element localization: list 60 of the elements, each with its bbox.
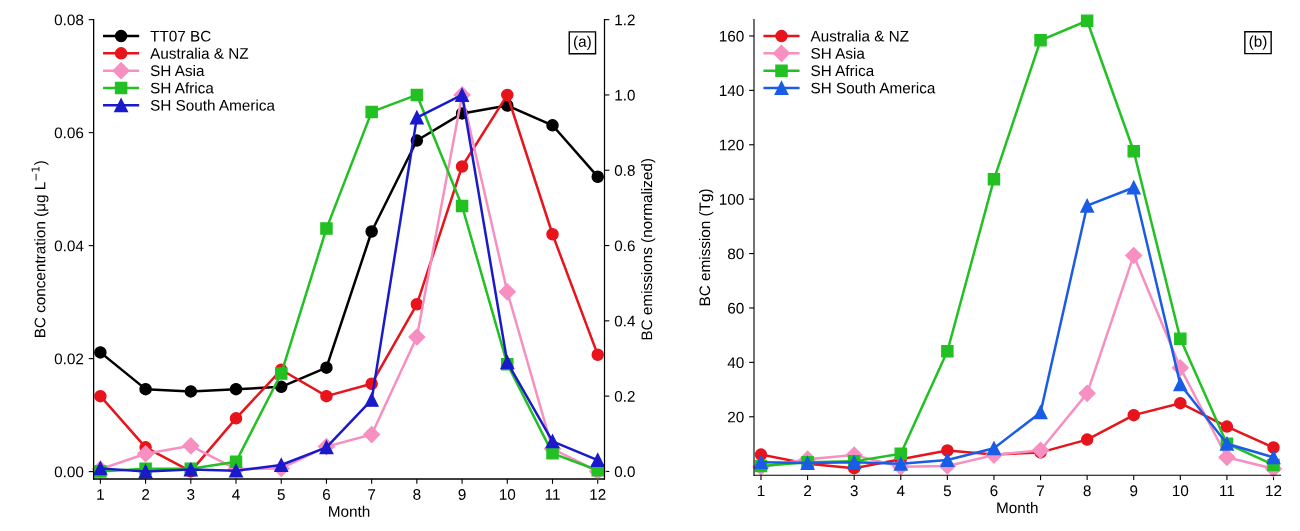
x-tick-label: 2 xyxy=(142,489,150,500)
y2-tick-label: 1.0 xyxy=(615,89,635,101)
x-tick-label: 3 xyxy=(850,485,858,497)
x-axis-title: Month xyxy=(329,505,370,517)
annotation: (a) xyxy=(574,35,591,50)
x-tick-label: 11 xyxy=(545,489,560,500)
x-tick-label: 6 xyxy=(322,489,331,500)
x-tick-label: 5 xyxy=(943,485,951,497)
x-tick-label: 6 xyxy=(990,485,998,497)
y2-tick-label: 0.6 xyxy=(614,240,635,252)
y2-tick-label: 0.0 xyxy=(614,466,635,478)
y-axis-title: BC concentration (μg L$^{−1}$) xyxy=(31,161,49,338)
x-tick-label: 12 xyxy=(590,489,606,500)
y-tick-label: 100 xyxy=(719,194,744,205)
x-tick-label: 8 xyxy=(1083,485,1091,497)
legend-label: SH Asia xyxy=(811,47,865,59)
legend-label: SH Africa xyxy=(150,82,214,94)
legend-label: TT07 BC xyxy=(150,30,211,42)
y-tick-label: 20 xyxy=(728,411,744,423)
y-axis-title: BC emission (Tg) xyxy=(698,189,714,306)
legend-label: Australia & NZ xyxy=(150,47,249,59)
legend-label: SH Africa xyxy=(811,64,875,77)
annotation: (b) xyxy=(1249,35,1267,50)
y-tick-label: 160 xyxy=(719,30,744,42)
x-tick-label: 1 xyxy=(757,485,765,497)
y-tick-label: 140 xyxy=(719,85,744,97)
x-tick-label: 3 xyxy=(187,489,195,500)
y-tick-label: 40 xyxy=(727,357,744,369)
legend-label: Australia & NZ xyxy=(810,30,909,42)
x-tick-label: 4 xyxy=(896,485,905,497)
y-tick-label: 60 xyxy=(728,302,744,314)
y-tick-label: 0.02 xyxy=(54,353,84,365)
legend-label: SH Asia xyxy=(150,64,205,77)
y-tick-label: 0.06 xyxy=(54,127,84,139)
x-tick-label: 7 xyxy=(368,489,376,500)
y-tick-label: 0.04 xyxy=(54,240,84,252)
y2-tick-label: 1.2 xyxy=(615,14,635,26)
x-axis-title: Month xyxy=(997,501,1038,514)
y2-tick-label: 0.2 xyxy=(614,391,635,402)
x-tick-label: 11 xyxy=(1220,485,1235,497)
y-tick-label: 0.08 xyxy=(54,14,84,26)
x-tick-label: 9 xyxy=(458,489,466,500)
y-tick-label: 120 xyxy=(719,139,744,151)
x-tick-label: 8 xyxy=(413,489,421,500)
x-tick-label: 1 xyxy=(97,489,104,500)
y-tick-label: 0.00 xyxy=(54,466,84,478)
y2-tick-label: 0.8 xyxy=(614,165,635,176)
x-tick-label: 2 xyxy=(804,485,812,497)
legend-label: SH South America xyxy=(811,82,936,94)
x-tick-label: 4 xyxy=(232,489,240,500)
y2-axis-title: BC emissions (normalized) xyxy=(641,158,656,340)
x-tick-label: 7 xyxy=(1037,485,1045,497)
legend-label: SH South America xyxy=(150,99,275,111)
y-tick-label: 80 xyxy=(727,248,744,260)
x-tick-label: 10 xyxy=(1172,485,1189,497)
y2-tick-label: 0.4 xyxy=(614,315,636,327)
x-tick-label: 9 xyxy=(1130,485,1138,497)
x-tick-label: 12 xyxy=(1266,485,1282,497)
x-tick-label: 5 xyxy=(277,489,285,500)
x-tick-label: 10 xyxy=(499,489,516,500)
